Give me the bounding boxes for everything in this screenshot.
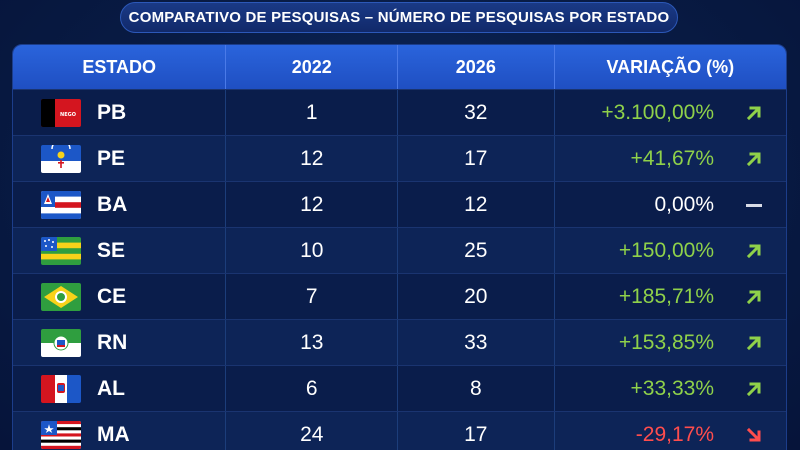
value-2026: 8 — [397, 366, 554, 411]
table-row: PE 12 17 +41,67% — [13, 135, 786, 181]
header-variacao: VARIAÇÃO (%) — [553, 45, 786, 89]
arrow-up-icon — [744, 333, 764, 353]
value-2026: 33 — [397, 320, 554, 365]
value-2026: 20 — [397, 274, 554, 319]
ceara-flag-icon — [41, 282, 81, 311]
value-2022: 12 — [225, 182, 397, 227]
comparison-table: ESTADO 2022 2026 VARIAÇÃO (%) NEGO PB 1 … — [12, 44, 787, 450]
estado-label: CE — [97, 284, 127, 308]
value-2022: 12 — [225, 136, 397, 181]
variacao-value: +185,71% — [618, 284, 714, 308]
arrow-up-icon — [744, 379, 764, 399]
variacao-value: -29,17% — [635, 422, 714, 446]
bahia-flag-icon — [41, 190, 81, 219]
estado-label: PE — [97, 146, 126, 170]
value-2026: 32 — [397, 90, 554, 135]
maranhao-flag-icon — [41, 420, 81, 449]
estado-label: AL — [97, 376, 125, 400]
arrow-down-icon — [744, 425, 764, 445]
table-row: CE 7 20 +185,71% — [13, 273, 786, 319]
arrow-up-icon — [744, 241, 764, 261]
variacao-value: +3.100,00% — [601, 100, 714, 124]
table-row: RN 13 33 +153,85% — [13, 319, 786, 365]
table-header: ESTADO 2022 2026 VARIAÇÃO (%) — [13, 45, 786, 89]
paraiba-flag-icon: NEGO — [41, 98, 81, 127]
variacao-value: +150,00% — [618, 238, 714, 262]
page-title: COMPARATIVO DE PESQUISAS – NÚMERO DE PES… — [120, 2, 678, 33]
estado-label: MA — [97, 422, 130, 446]
table-row: AL 6 8 +33,33% — [13, 365, 786, 411]
svg-text:NEGO: NEGO — [60, 112, 76, 118]
estado-label: PB — [97, 100, 127, 124]
sergipe-flag-icon — [41, 236, 81, 265]
value-2022: 6 — [225, 366, 397, 411]
arrow-up-icon — [744, 149, 764, 169]
header-2022: 2022 — [225, 45, 397, 89]
table-row: NEGO PB 1 32 +3.100,00% — [13, 89, 786, 135]
arrow-up-icon — [744, 103, 764, 123]
pernambuco-flag-icon — [41, 144, 81, 173]
value-2026: 17 — [397, 136, 554, 181]
estado-label: SE — [97, 238, 126, 262]
table-row: MA 24 17 -29,17% — [13, 411, 786, 450]
value-2026: 12 — [397, 182, 554, 227]
dash-icon — [744, 195, 764, 215]
alagoas-flag-icon — [41, 374, 81, 403]
value-2022: 10 — [225, 228, 397, 273]
value-2022: 1 — [225, 90, 397, 135]
variacao-value: +41,67% — [630, 146, 715, 170]
value-2026: 25 — [397, 228, 554, 273]
header-2026: 2026 — [397, 45, 554, 89]
arrow-up-icon — [744, 287, 764, 307]
estado-label: RN — [97, 330, 128, 354]
value-2022: 24 — [225, 412, 397, 450]
rio-grande-do-norte-flag-icon — [41, 328, 81, 357]
table-row: BA 12 12 0,00% — [13, 181, 786, 227]
table-row: SE 10 25 +150,00% — [13, 227, 786, 273]
table-body: NEGO PB 1 32 +3.100,00% — [13, 89, 786, 450]
variacao-value: +33,33% — [630, 376, 715, 400]
value-2026: 17 — [397, 412, 554, 450]
value-2022: 7 — [225, 274, 397, 319]
variacao-value: 0,00% — [654, 192, 714, 216]
header-estado: ESTADO — [82, 56, 157, 77]
estado-label: BA — [97, 192, 128, 216]
value-2022: 13 — [225, 320, 397, 365]
variacao-value: +153,85% — [618, 330, 714, 354]
